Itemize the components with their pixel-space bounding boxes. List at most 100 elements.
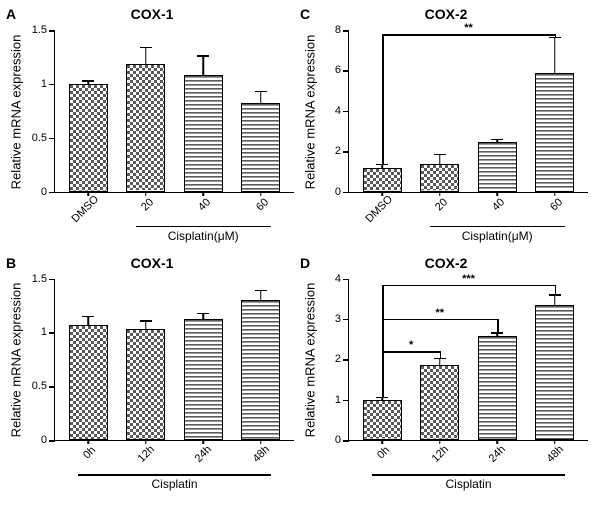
sig-bracket bbox=[440, 351, 442, 359]
x-group-label: Cisplatin(μM) bbox=[168, 229, 239, 243]
x-group-line bbox=[372, 474, 564, 476]
bar bbox=[478, 336, 517, 440]
panel-letter: B bbox=[6, 255, 16, 271]
error-bar bbox=[202, 314, 204, 319]
x-group-label: Cisplatin(μM) bbox=[462, 229, 533, 243]
error-cap bbox=[255, 91, 267, 93]
plot-area: 00.511.5DMSO204060Cisplatin(μM) bbox=[54, 30, 294, 193]
bar-slot: 40 bbox=[468, 30, 525, 192]
bar bbox=[363, 400, 402, 440]
error-cap bbox=[82, 80, 94, 82]
error-bar bbox=[554, 38, 556, 73]
bar-slot: 20 bbox=[411, 30, 468, 192]
y-tick-label: 6 bbox=[335, 64, 341, 76]
error-bar bbox=[88, 317, 90, 325]
x-group-label: Cisplatin bbox=[445, 477, 491, 491]
y-tick-label: 0.5 bbox=[32, 380, 47, 392]
y-tick-label: 1 bbox=[41, 78, 47, 90]
x-tick bbox=[260, 440, 262, 444]
x-tick bbox=[260, 192, 262, 196]
bar bbox=[241, 103, 280, 191]
sig-label: * bbox=[409, 339, 413, 351]
plot-area: 02468DMSO204060**Cisplatin(μM) bbox=[348, 30, 588, 193]
y-tick-label: 1 bbox=[335, 394, 341, 406]
x-tick-label: 0h bbox=[82, 444, 99, 461]
x-tick-label: DMSO bbox=[364, 193, 396, 225]
error-bar bbox=[496, 334, 498, 336]
bar-slot: 48h bbox=[526, 279, 583, 441]
panel-A: ACOX-100.511.5DMSO204060Cisplatin(μM)Rel… bbox=[8, 8, 296, 253]
bar bbox=[363, 168, 402, 191]
bar bbox=[241, 300, 280, 440]
bar-slot: 0h bbox=[60, 279, 117, 441]
x-tick-label: 20 bbox=[433, 196, 450, 213]
x-group-label: Cisplatin bbox=[151, 477, 197, 491]
error-cap bbox=[255, 290, 267, 292]
x-tick-label: 60 bbox=[548, 196, 565, 213]
x-tick bbox=[202, 192, 204, 196]
error-cap bbox=[140, 47, 152, 49]
y-axis-label: Relative mRNA expression bbox=[9, 283, 24, 438]
bar-slot: 24h bbox=[174, 279, 231, 441]
y-tick bbox=[343, 192, 349, 194]
x-tick-label: 60 bbox=[254, 196, 271, 213]
y-tick-label: 0 bbox=[335, 434, 341, 446]
panel-letter: C bbox=[300, 6, 310, 22]
bar bbox=[126, 329, 165, 440]
error-bar bbox=[439, 359, 441, 365]
bar-slot: 12h bbox=[411, 279, 468, 441]
y-tick-label: 0 bbox=[41, 186, 47, 198]
error-bar bbox=[202, 57, 204, 75]
error-bar bbox=[145, 48, 147, 64]
error-bar bbox=[382, 165, 384, 168]
panel-title: COX-1 bbox=[131, 6, 174, 22]
x-tick-label: 12h bbox=[135, 443, 156, 464]
x-tick bbox=[439, 192, 441, 196]
panel-D: DCOX-2012340h12h24h48h******CisplatinRel… bbox=[302, 257, 590, 502]
sig-bracket bbox=[382, 285, 554, 287]
panel-C: CCOX-202468DMSO204060**Cisplatin(μM)Rela… bbox=[302, 8, 590, 253]
sig-bracket bbox=[555, 34, 557, 38]
y-tick-label: 4 bbox=[335, 273, 341, 285]
bar bbox=[420, 164, 459, 191]
error-bar bbox=[439, 155, 441, 164]
plot-area: 00.511.50h12h24h48hCisplatin bbox=[54, 279, 294, 442]
error-cap bbox=[434, 154, 446, 156]
panel-title: COX-1 bbox=[131, 255, 174, 271]
x-tick-label: 0h bbox=[376, 444, 393, 461]
sig-bracket bbox=[497, 319, 499, 334]
y-tick bbox=[49, 440, 55, 442]
y-tick-label: 3 bbox=[335, 313, 341, 325]
bar-slot: 40 bbox=[174, 30, 231, 192]
sig-bracket bbox=[382, 319, 497, 321]
x-tick-label: 12h bbox=[429, 443, 450, 464]
sig-bracket bbox=[382, 351, 439, 353]
plot-area: 012340h12h24h48h******Cisplatin bbox=[348, 279, 588, 442]
x-tick bbox=[554, 192, 556, 196]
error-bar bbox=[260, 291, 262, 300]
bar bbox=[184, 75, 223, 191]
error-bar bbox=[382, 398, 384, 400]
error-cap bbox=[140, 320, 152, 322]
y-tick-label: 8 bbox=[335, 24, 341, 36]
x-group-line bbox=[136, 226, 271, 228]
y-tick bbox=[343, 440, 349, 442]
sig-bracket bbox=[382, 285, 384, 399]
bar bbox=[535, 73, 574, 191]
x-tick bbox=[554, 440, 556, 444]
x-tick bbox=[382, 192, 384, 196]
panel-letter: D bbox=[300, 255, 310, 271]
x-tick-label: 24h bbox=[193, 443, 214, 464]
bars-container: DMSO204060 bbox=[349, 30, 588, 192]
y-tick-label: 1.5 bbox=[32, 24, 47, 36]
error-cap bbox=[491, 139, 503, 141]
error-bar bbox=[554, 296, 556, 305]
bar-slot: 60 bbox=[232, 30, 289, 192]
error-bar bbox=[145, 322, 147, 330]
x-tick-label: 40 bbox=[490, 196, 507, 213]
bar-slot: 48h bbox=[232, 279, 289, 441]
x-group-line bbox=[78, 474, 270, 476]
y-tick-label: 2 bbox=[335, 353, 341, 365]
x-group-line bbox=[430, 226, 565, 228]
bar bbox=[478, 142, 517, 191]
